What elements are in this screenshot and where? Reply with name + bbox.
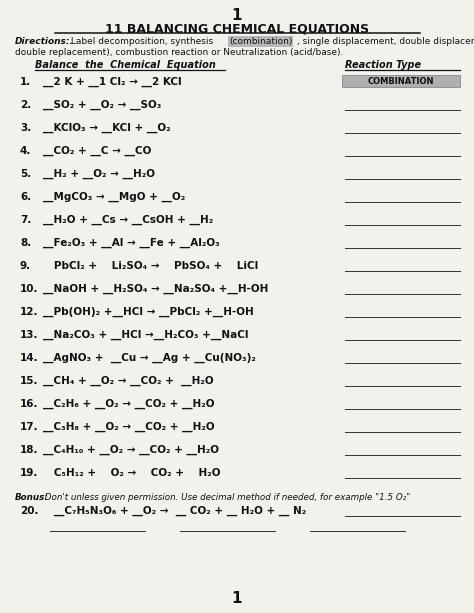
Text: __H₂ + __O₂ → __H₂O: __H₂ + __O₂ → __H₂O (43, 169, 155, 179)
Text: __C₂H₆ + __O₂ → __CO₂ + __H₂O: __C₂H₆ + __O₂ → __CO₂ + __H₂O (43, 399, 215, 409)
Text: __Na₂CO₃ + __HCl →__H₂CO₃ +__NaCl: __Na₂CO₃ + __HCl →__H₂CO₃ +__NaCl (43, 330, 248, 340)
Text: 2.: 2. (20, 100, 31, 110)
Text: 8.: 8. (20, 238, 31, 248)
Text: COMBINATION: COMBINATION (368, 77, 434, 85)
Text: 14.: 14. (20, 353, 38, 363)
Text: __C₇H₅N₃O₆ + __O₂ →  __ CO₂ + __ H₂O + __ N₂: __C₇H₅N₃O₆ + __O₂ → __ CO₂ + __ H₂O + __… (43, 506, 306, 516)
Text: __SO₂ + __O₂ → __SO₃: __SO₂ + __O₂ → __SO₃ (43, 100, 161, 110)
Text: PbCl₂ +    Li₂SO₄ →    PbSO₄ +    LiCl: PbCl₂ + Li₂SO₄ → PbSO₄ + LiCl (43, 261, 258, 271)
Text: __CH₄ + __O₂ → __CO₂ +  __H₂O: __CH₄ + __O₂ → __CO₂ + __H₂O (43, 376, 214, 386)
Text: 16.: 16. (20, 399, 38, 409)
Text: 18.: 18. (20, 445, 38, 455)
Text: 12.: 12. (20, 307, 38, 317)
Text: __2 K + __1 Cl₂ → __2 KCl: __2 K + __1 Cl₂ → __2 KCl (43, 77, 182, 87)
Text: 3.: 3. (20, 123, 31, 133)
Text: Label decomposition, synthesis: Label decomposition, synthesis (68, 37, 216, 46)
Text: Balance  the  Chemical  Equation: Balance the Chemical Equation (35, 60, 216, 70)
Text: Bonus:: Bonus: (15, 493, 49, 502)
Text: 15.: 15. (20, 376, 38, 386)
Text: 7.: 7. (20, 215, 31, 225)
Text: 20.: 20. (20, 506, 38, 516)
Text: 1.: 1. (20, 77, 31, 87)
Text: __H₂O + __Cs → __CsOH + __H₂: __H₂O + __Cs → __CsOH + __H₂ (43, 215, 213, 225)
Text: __C₄H₁₀ + __O₂ → __CO₂ + __H₂O: __C₄H₁₀ + __O₂ → __CO₂ + __H₂O (43, 445, 219, 455)
Text: (combination): (combination) (229, 37, 292, 46)
Text: 17.: 17. (20, 422, 38, 432)
Text: 11 BALANCING CHEMICAL EQUATIONS: 11 BALANCING CHEMICAL EQUATIONS (105, 22, 369, 35)
Text: 13.: 13. (20, 330, 38, 340)
Text: 5.: 5. (20, 169, 31, 179)
Text: 10.: 10. (20, 284, 38, 294)
Text: __AgNO₃ +  __Cu → __Ag + __Cu(NO₃)₂: __AgNO₃ + __Cu → __Ag + __Cu(NO₃)₂ (43, 353, 256, 364)
Text: __Pb(OH)₂ +__HCl → __PbCl₂ +__H-OH: __Pb(OH)₂ +__HCl → __PbCl₂ +__H-OH (43, 307, 254, 318)
Text: Reaction Type: Reaction Type (345, 60, 421, 70)
Text: 1: 1 (232, 591, 242, 606)
Text: __KClO₃ → __KCl + __O₂: __KClO₃ → __KCl + __O₂ (43, 123, 171, 133)
Text: __C₃H₈ + __O₂ → __CO₂ + __H₂O: __C₃H₈ + __O₂ → __CO₂ + __H₂O (43, 422, 215, 432)
Text: C₅H₁₂ +    O₂ →    CO₂ +    H₂O: C₅H₁₂ + O₂ → CO₂ + H₂O (43, 468, 220, 478)
Text: __CO₂ + __C → __CO: __CO₂ + __C → __CO (43, 146, 151, 156)
Text: Don't unless given permission. Use decimal method if needed, for example "1.5 O₂: Don't unless given permission. Use decim… (42, 493, 410, 502)
Text: Directions:.: Directions:. (15, 37, 74, 46)
Text: 1: 1 (232, 8, 242, 23)
Text: , single displacement, double displacement (or: , single displacement, double displaceme… (297, 37, 474, 46)
Text: 19.: 19. (20, 468, 38, 478)
FancyBboxPatch shape (342, 75, 460, 87)
Text: __Fe₂O₃ + __Al → __Fe + __Al₂O₃: __Fe₂O₃ + __Al → __Fe + __Al₂O₃ (43, 238, 220, 248)
Text: __MgCO₃ → __MgO + __O₂: __MgCO₃ → __MgO + __O₂ (43, 192, 185, 202)
Text: __NaOH + __H₂SO₄ → __Na₂SO₄ +__H-OH: __NaOH + __H₂SO₄ → __Na₂SO₄ +__H-OH (43, 284, 268, 294)
Text: 4.: 4. (20, 146, 31, 156)
Text: 6.: 6. (20, 192, 31, 202)
Text: 9.: 9. (20, 261, 31, 271)
Text: double replacement), combustion reaction or Neutralization (acid/base).: double replacement), combustion reaction… (15, 48, 343, 57)
